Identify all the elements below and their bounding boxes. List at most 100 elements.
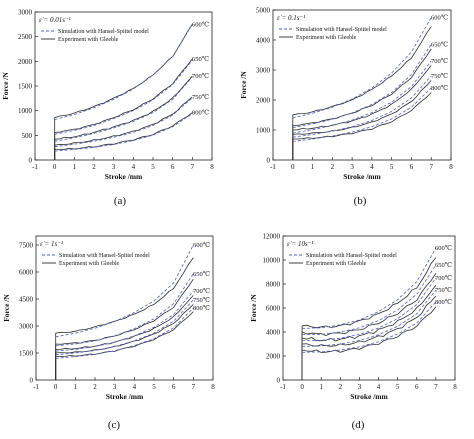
temperature-label: 750℃ (431, 72, 448, 80)
experiment-line-3 (292, 65, 432, 160)
x-tick-label: 4 (132, 163, 136, 171)
y-tick-label: 5000 (256, 7, 271, 15)
temperature-label: 700℃ (192, 72, 209, 80)
simulation-line-1 (55, 244, 194, 338)
experiment-line-1 (301, 257, 437, 380)
x-tick-label: 3 (358, 383, 362, 391)
plot-frame (272, 9, 452, 161)
x-tick-label: 6 (415, 383, 419, 391)
x-tick-label: 8 (449, 163, 453, 171)
simulation-line-2 (55, 273, 194, 347)
temperature-label: 700℃ (193, 287, 210, 295)
y-tick-label: 12000 (263, 233, 281, 241)
simulation-line-2 (302, 264, 437, 335)
x-tick-label: 4 (133, 383, 137, 391)
simulation-line-3 (54, 76, 193, 142)
temperature-label: 800℃ (193, 304, 210, 312)
x-tick-label: 1 (74, 383, 78, 391)
y-tick-label: 0 (277, 377, 281, 385)
legend-label-experiment: Experiment with Gleeble (296, 35, 357, 41)
x-tick-label: 5 (396, 383, 400, 391)
panel-label: (a) (114, 195, 127, 207)
chart-panel-1: -1 0 1 2 3 4 5 6 7 8050010001500200025003000Strok… (1, 9, 214, 208)
experiment-line-5 (301, 306, 437, 380)
temperature-label: 750℃ (435, 286, 452, 294)
x-tick-label: 1 (73, 163, 77, 171)
experiment-line-4 (55, 304, 194, 380)
experiment-line-3 (54, 75, 193, 160)
temperature-label: 700℃ (435, 274, 452, 282)
temperature-label: 600℃ (431, 14, 448, 22)
x-tick-label: 7 (192, 383, 196, 391)
x-tick-label: 6 (171, 163, 175, 171)
x-tick-label: -1 (32, 163, 38, 171)
x-tick-label: 7 (191, 163, 195, 171)
temperature-label: 600℃ (192, 20, 209, 28)
temperature-label: 700℃ (431, 57, 448, 65)
y-axis-label: Force /N (249, 294, 258, 322)
x-tick-label: 5 (152, 383, 156, 391)
temperature-label: 800℃ (431, 84, 448, 92)
x-axis-label: Stroke /mm (106, 392, 144, 401)
x-tick-label: 2 (93, 383, 97, 391)
x-tick-label: 3 (112, 163, 116, 171)
x-tick-label: 0 (291, 163, 295, 171)
strain-rate-label: ε̇ = 0.1s⁻¹ (277, 14, 305, 22)
temperature-label: 650℃ (193, 270, 210, 278)
legend-label-experiment: Experiment with Gleeble (306, 261, 367, 267)
simulation-line-4 (292, 75, 432, 138)
y-tick-label: 1500 (19, 350, 34, 358)
temperature-label: 750℃ (192, 93, 209, 101)
y-tick-label: 1000 (18, 107, 33, 115)
experiment-line-1 (55, 257, 194, 380)
y-tick-label: 3000 (19, 323, 34, 331)
temperature-label: 800℃ (435, 298, 452, 306)
legend-label-simulation: Simulation with Hansel-Spittel model (58, 29, 149, 35)
y-tick-label: 4000 (266, 329, 281, 337)
x-tick-label: 6 (172, 383, 176, 391)
simulation-line-1 (54, 24, 193, 120)
x-tick-label: 2 (92, 163, 96, 171)
legend-label-experiment: Experiment with Gleeble (58, 37, 119, 43)
simulation-line-4 (55, 299, 194, 356)
x-tick-label: 3 (350, 163, 354, 171)
simulation-line-3 (55, 290, 194, 352)
simulation-line-2 (292, 44, 432, 128)
x-tick-label: 1 (319, 383, 323, 391)
temperature-label: 650℃ (435, 261, 452, 269)
x-tick-label: 8 (211, 383, 215, 391)
x-tick-label: 8 (453, 383, 457, 391)
experiment-line-2 (54, 58, 193, 160)
experiment-line-4 (301, 295, 437, 380)
legend-label-experiment: Experiment with Gleeble (59, 261, 120, 267)
strain-rate-label: ε̇ = 1s⁻¹ (40, 240, 63, 248)
experiment-line-4 (54, 96, 193, 160)
simulation-line-3 (302, 277, 437, 341)
y-tick-label: 7500 (19, 242, 34, 250)
chart-panel-4: -1 0 1 2 3 4 5 6 7 8020004000600080001000012000St… (249, 233, 457, 432)
x-tick-label: 4 (377, 383, 381, 391)
legend-label-simulation: Simulation with Hansel-Spittel model (306, 253, 397, 259)
x-tick-label: -1 (280, 383, 286, 391)
plot-frame (35, 235, 214, 381)
y-tick-label: 1500 (18, 83, 33, 91)
x-tick-label: -1 (270, 163, 276, 171)
y-tick-label: 8000 (266, 281, 281, 289)
experiment-line-4 (292, 80, 432, 160)
x-tick-label: 3 (113, 383, 117, 391)
y-tick-label: 4000 (256, 37, 271, 45)
x-tick-label: 1 (311, 163, 315, 171)
experiment-line-2 (292, 48, 432, 160)
temperature-label: 650℃ (431, 41, 448, 49)
x-tick-label: 0 (300, 383, 304, 391)
y-tick-label: 2000 (18, 58, 33, 66)
experiment-line-5 (292, 92, 432, 160)
y-tick-label: 500 (22, 132, 33, 140)
x-tick-label: 4 (370, 163, 374, 171)
simulation-line-4 (302, 289, 437, 347)
x-tick-label: 2 (331, 163, 335, 171)
y-tick-label: 2500 (18, 33, 33, 41)
x-axis-label: Stroke /mm (105, 172, 143, 181)
